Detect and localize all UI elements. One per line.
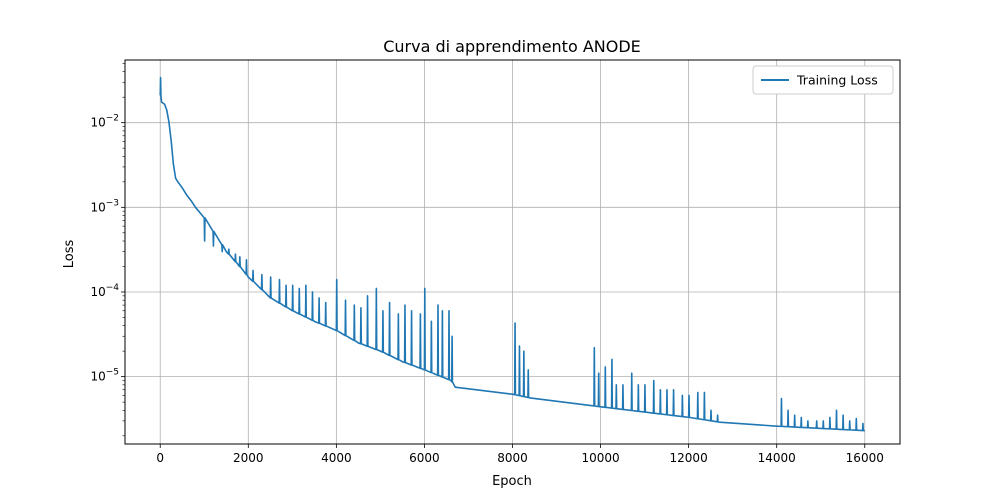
x-axis-label: Epoch <box>492 474 532 489</box>
x-axis-ticks: 0 2000 4000 6000 8000 10000 12000 14000 16000 <box>156 444 884 465</box>
legend: Training Loss <box>752 65 894 95</box>
y-tick-label: 10−2 <box>90 114 119 130</box>
y-axis-label: Loss <box>62 240 77 269</box>
x-tick-label: 16000 <box>846 451 884 465</box>
y-tick-label: 10−4 <box>90 283 119 299</box>
x-tick-label: 6000 <box>409 451 440 465</box>
y-axis-ticks: 10−5 10−4 10−3 10−2 <box>90 63 125 437</box>
series-line-group <box>159 76 865 432</box>
x-tick-label: 14000 <box>758 451 796 465</box>
x-tick-label: 4000 <box>321 451 352 465</box>
legend-box <box>752 65 894 95</box>
y-tick-label: 10−3 <box>90 198 119 214</box>
series-line-training-loss <box>159 76 865 432</box>
x-tick-label: 2000 <box>233 451 264 465</box>
grid-lines <box>125 60 900 444</box>
x-tick-label: 12000 <box>670 451 708 465</box>
y-tick-label: 10−5 <box>90 368 119 384</box>
legend-label: Training Loss <box>796 73 878 88</box>
x-tick-label: 10000 <box>581 451 619 465</box>
x-tick-label: 8000 <box>497 451 528 465</box>
chart-title: Curva di apprendimento ANODE <box>383 37 641 56</box>
x-tick-label: 0 <box>156 451 164 465</box>
